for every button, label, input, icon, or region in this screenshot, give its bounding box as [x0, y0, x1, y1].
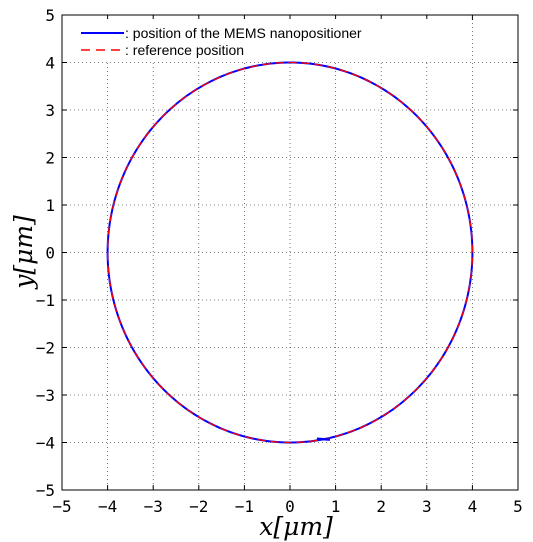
x-tick-labels: −5 −4 −3 −2 −1 0 1 2 3 4 5 — [52, 497, 522, 516]
y-tick-label: 4 — [45, 54, 55, 73]
y-tick-label: 0 — [45, 244, 55, 263]
x-tick-label: 1 — [331, 497, 341, 516]
y-tick-labels: −5 −4 −3 −2 −1 0 1 2 3 4 5 — [36, 6, 55, 500]
y-tick-label: 5 — [45, 6, 55, 25]
series-line-reference-position — [106, 61, 474, 444]
ticks — [61, 14, 519, 491]
series-layer — [106, 61, 474, 444]
x-tick-label: −4 — [98, 497, 117, 516]
x-tick-label: 0 — [285, 497, 295, 516]
y-tick-label: −2 — [36, 339, 55, 358]
legend-box — [66, 19, 442, 61]
legend: : position of the MEMS nanopositioner : … — [66, 19, 442, 61]
legend-label-mems-position: : position of the MEMS nanopositioner — [125, 25, 362, 41]
y-tick-label: 3 — [45, 101, 55, 120]
y-tick-label: −5 — [36, 481, 55, 500]
y-tick-label: −1 — [36, 291, 55, 310]
series-detail-mems-position — [316, 437, 331, 441]
x-tick-label: −1 — [235, 497, 254, 516]
y-tick-label: 1 — [45, 196, 55, 215]
x-tick-label: 5 — [513, 497, 523, 516]
y-axis-label: y[μm] — [9, 215, 38, 290]
grid — [62, 15, 518, 490]
y-tick-label: 2 — [45, 149, 55, 168]
x-tick-label: 4 — [468, 497, 478, 516]
x-tick-label: 2 — [376, 497, 386, 516]
y-tick-label: −3 — [36, 386, 55, 405]
x-tick-label: −2 — [189, 497, 208, 516]
x-tick-label: −3 — [144, 497, 163, 516]
x-tick-label: 3 — [422, 497, 432, 516]
x-axis-label: x[μm] — [259, 512, 333, 541]
y-tick-label: −4 — [36, 434, 55, 453]
x-tick-label: −5 — [52, 497, 71, 516]
legend-label-reference-position: : reference position — [125, 42, 244, 58]
